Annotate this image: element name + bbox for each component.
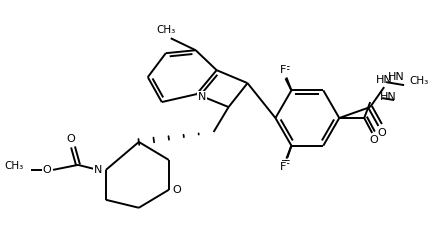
Text: O: O (43, 165, 51, 175)
Text: O: O (370, 135, 378, 145)
Text: F: F (280, 66, 286, 76)
Text: F: F (284, 160, 291, 170)
Text: F: F (281, 160, 288, 170)
Text: F: F (280, 162, 286, 172)
Text: N: N (198, 92, 206, 102)
Text: CH₃: CH₃ (156, 25, 175, 35)
Text: N: N (94, 165, 102, 175)
Text: O: O (67, 134, 75, 144)
Text: F: F (279, 68, 286, 78)
Text: HN: HN (380, 92, 397, 102)
Text: HN: HN (388, 72, 405, 82)
Text: CH₃: CH₃ (409, 76, 428, 86)
Text: F: F (284, 66, 291, 76)
Text: HN: HN (376, 75, 392, 85)
Text: O: O (378, 128, 387, 138)
Text: O: O (172, 185, 181, 195)
Text: CH₃: CH₃ (4, 161, 23, 171)
